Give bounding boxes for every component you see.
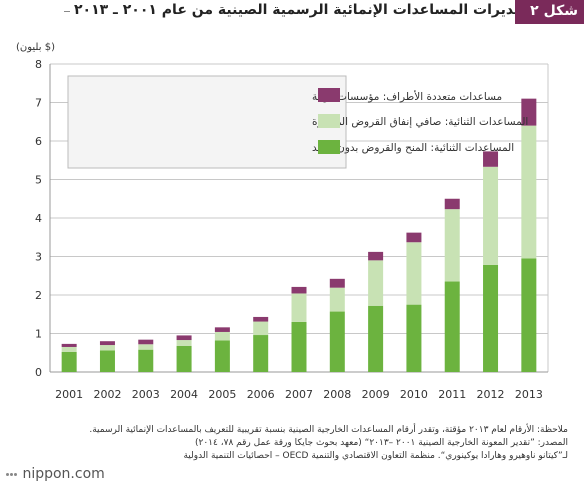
legend: مساعدات متعددة الأطراف: مؤسسات دولية الم… (67, 75, 528, 169)
bar-grants-2006 (253, 335, 269, 372)
bar-grants-2013 (521, 258, 537, 372)
brand-logo: nippon.com (6, 466, 105, 482)
bar-multilateral-2001 (61, 343, 77, 347)
bar-concessional-loans-2003 (138, 344, 154, 350)
x-axis-ticks: 2001 2002 2003 2004 2005 2006 2007 2008 2009 2010… (55, 388, 543, 401)
stacked-bar-chart: (بليون $) 0 1 2 3 4 5 6 7 8 2001 2002 2003 2004 2005… (16, 42, 549, 401)
bar-grants-2010 (406, 304, 422, 372)
bar-multilateral-2005 (214, 327, 230, 332)
bar-concessional-loans-2010 (406, 242, 422, 305)
bar-grants-2007 (291, 321, 307, 372)
bar-grants-2012 (483, 264, 499, 372)
y-axis-ticks: 0 1 2 3 4 5 6 7 8 (35, 58, 42, 379)
y-unit-label: (بليون $) (16, 42, 55, 53)
bar-multilateral-2009 (368, 251, 384, 261)
bar-concessional-loans-2001 (61, 346, 77, 352)
note-line: ملاحظة: الأرقام لعام ٢٠١٣ مؤقتة، وتقدر أ… (89, 425, 568, 435)
bar-concessional-loans-2011 (444, 209, 460, 282)
x-tick-label: 2005 (208, 388, 236, 401)
bar-concessional-loans-2007 (291, 293, 307, 322)
bar-concessional-loans-2006 (253, 321, 269, 336)
bar-grants-2011 (444, 281, 460, 372)
bar-concessional-loans-2008 (329, 287, 345, 312)
x-tick-label: 2011 (438, 388, 466, 401)
bars (61, 98, 537, 372)
legend-swatch-multilateral (318, 88, 340, 102)
bar-grants-2003 (138, 349, 154, 372)
bar-concessional-loans-2012 (483, 166, 499, 265)
brand-dot-icon (14, 472, 17, 476)
x-tick-label: 2003 (132, 388, 160, 401)
bar-concessional-loans-2009 (368, 260, 384, 306)
x-tick-label: 2004 (170, 388, 198, 401)
bar-multilateral-2008 (329, 278, 345, 288)
bar-grants-2002 (99, 350, 115, 372)
brand-text: nippon.com (22, 466, 105, 482)
x-tick-label: 2001 (55, 388, 83, 401)
y-tick-label: 2 (35, 289, 42, 302)
legend-swatch-concessional-loans (318, 114, 340, 128)
y-tick-label: 1 (35, 328, 42, 341)
bar-multilateral-2012 (483, 151, 499, 167)
x-tick-label: 2007 (285, 388, 313, 401)
x-tick-label: 2002 (93, 388, 121, 401)
bar-concessional-loans-2004 (176, 340, 192, 346)
bar-multilateral-2010 (406, 232, 422, 243)
bar-multilateral-2006 (253, 316, 269, 322)
bar-multilateral-2004 (176, 335, 192, 341)
bar-grants-2001 (61, 351, 77, 372)
legend-label-grants: المساعدات الثنائية: المنح والقروض بدون ف… (312, 142, 514, 154)
legend-label-multilateral: مساعدات متعددة الأطراف: مؤسسات دولية (312, 90, 502, 103)
legend-label-concessional-loans: المساعدات الثنائية: صافي إنفاق القروض ال… (312, 116, 528, 128)
x-tick-label: 2013 (515, 388, 543, 401)
bar-grants-2008 (329, 311, 345, 372)
bar-multilateral-2013 (521, 98, 537, 126)
figure-notes: ملاحظة: الأرقام لعام ٢٠١٣ مؤقتة، وتقدر أ… (60, 424, 568, 463)
source-line: المصدر: ”تقدير المعونة الخارجية الصينية … (194, 438, 568, 448)
x-tick-label: 2010 (400, 388, 428, 401)
y-tick-label: 5 (35, 174, 42, 187)
figure-badge-label: شكل ٢ (530, 3, 578, 19)
bar-concessional-loans-2005 (214, 331, 230, 341)
bar-concessional-loans-2013 (521, 125, 537, 259)
y-tick-label: 6 (35, 135, 42, 148)
x-tick-label: 2009 (362, 388, 390, 401)
y-tick-label: 8 (35, 58, 42, 71)
y-tick-label: 3 (35, 251, 42, 264)
figure-title: تقديرات المساعدات الإنمائية الرسمية الصي… (70, 2, 534, 18)
legend-box (67, 75, 347, 169)
y-tick-label: 0 (35, 366, 42, 379)
bar-multilateral-2003 (138, 339, 154, 345)
bar-multilateral-2002 (99, 341, 115, 346)
brand-dot-icon (6, 472, 9, 476)
y-tick-label: 4 (35, 212, 42, 225)
bar-grants-2005 (214, 340, 230, 372)
source-line-authors: لـ”كيتانو ناوهيرو وهارادا يوكينوري“. منظ… (183, 451, 568, 461)
legend-swatch-grants (318, 140, 340, 154)
bar-multilateral-2007 (291, 286, 307, 294)
y-tick-label: 7 (35, 97, 42, 110)
bar-grants-2004 (176, 345, 192, 372)
bar-concessional-loans-2002 (99, 345, 115, 351)
x-tick-label: 2006 (247, 388, 275, 401)
bar-multilateral-2011 (444, 198, 460, 210)
bar-grants-2009 (368, 305, 384, 372)
brand-dot-icon (10, 472, 13, 476)
x-tick-label: 2008 (323, 388, 351, 401)
figure-badge: شكل ٢ (515, 0, 584, 24)
x-tick-label: 2012 (477, 388, 505, 401)
